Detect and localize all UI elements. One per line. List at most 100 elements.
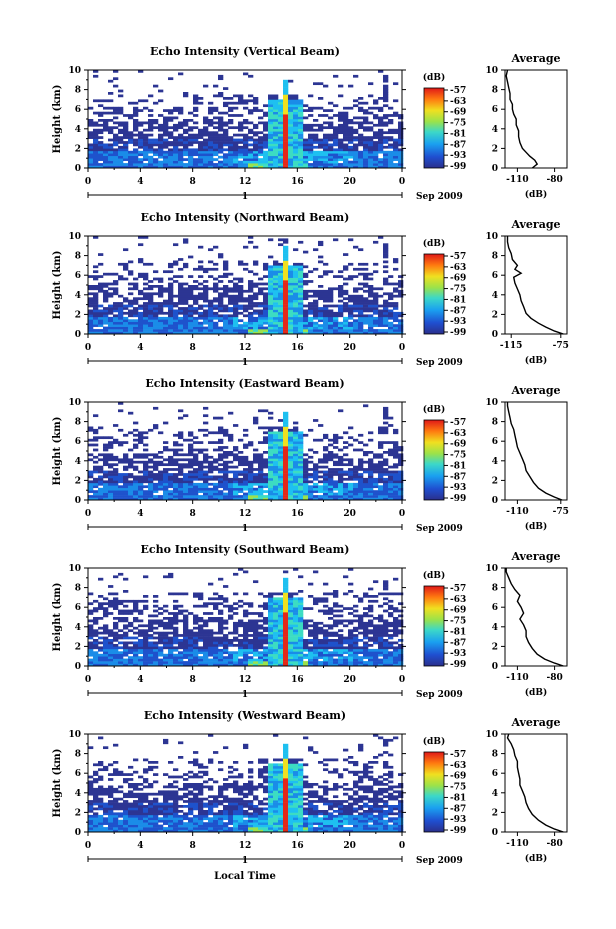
heatmap-cell (358, 304, 364, 308)
heatmap-cell (213, 163, 219, 166)
heatmap-cell (118, 155, 124, 159)
heatmap-cell (158, 307, 164, 310)
heatmap-cell (288, 319, 294, 323)
colorbar-tick-label: -75 (450, 119, 466, 129)
heatmap-cell (238, 141, 244, 144)
heatmap-cell (153, 321, 159, 325)
heatmap-cell (158, 473, 164, 476)
heatmap-cell (253, 475, 259, 479)
heatmap-cell (93, 468, 99, 471)
heatmap-cell (323, 289, 329, 293)
heatmap-cell (283, 639, 289, 642)
heatmap-cell (383, 277, 389, 281)
heatmap-cell (398, 292, 404, 296)
heatmap-cell (253, 153, 259, 157)
heatmap-cell (188, 309, 194, 313)
heatmap-cell (323, 475, 329, 479)
heatmap-cell (93, 443, 99, 447)
heatmap-cell (378, 314, 384, 318)
heatmap-cell (93, 299, 99, 303)
heatmap-cell (113, 329, 119, 332)
heatmap-cell (133, 453, 139, 457)
heatmap-cell (153, 309, 159, 313)
heatmap-cell (288, 297, 294, 301)
heatmap-cell (193, 495, 199, 498)
heatmap-cell (253, 644, 259, 647)
heatmap-cell (118, 480, 124, 484)
heatmap-cell (193, 97, 199, 100)
heatmap-cell (303, 163, 309, 166)
heatmap-cell (368, 294, 374, 298)
heatmap-cell (318, 460, 324, 464)
heatmap-cell (193, 639, 199, 642)
heatmap-cell (98, 490, 104, 493)
heatmap-cell (383, 265, 389, 269)
heatmap-cell (218, 331, 224, 335)
heatmap-cell (268, 299, 274, 303)
heatmap-cell (368, 94, 374, 98)
heatmap-cell (93, 158, 99, 161)
heatmap-cell (118, 619, 124, 623)
heatmap-cell (133, 311, 139, 315)
heatmap-cell (168, 116, 174, 120)
heatmap-cell (343, 482, 349, 486)
heatmap-cell (153, 329, 159, 332)
heatmap-cell (233, 636, 239, 640)
heatmap-cell (113, 84, 119, 88)
heatmap-cell (238, 287, 244, 291)
heatmap-cell (273, 316, 279, 320)
heatmap-cell (218, 609, 224, 613)
heatmap-cell (368, 82, 374, 86)
heatmap-cell (398, 470, 404, 474)
heatmap-cell (283, 94, 289, 98)
heatmap-cell (93, 658, 99, 662)
heatmap-cell (313, 309, 319, 313)
heatmap-cell (153, 424, 159, 427)
heatmap-cell (108, 165, 114, 169)
colorbar-tick-label: -63 (450, 429, 466, 439)
heatmap-cell (358, 475, 364, 479)
heatmap-cell (303, 453, 309, 457)
heatmap-cell (258, 651, 264, 655)
heatmap-cell (233, 141, 239, 144)
heatmap-cell (168, 329, 174, 332)
heatmap-cell (363, 143, 369, 147)
heatmap-cell (398, 497, 404, 501)
heatmap-cell (383, 487, 389, 491)
heatmap-cell (328, 316, 334, 320)
heatmap-cell (188, 639, 194, 642)
heatmap-cell (218, 163, 224, 166)
heatmap-cell (283, 428, 289, 432)
heatmap-cell (248, 634, 254, 637)
heatmap-cell (368, 155, 374, 159)
heatmap-cell (358, 297, 364, 301)
heatmap-cell (103, 299, 109, 303)
heatmap-cell (98, 145, 104, 149)
heatmap-cell (203, 648, 209, 652)
heatmap-cell (298, 443, 304, 447)
heatmap-cell (163, 128, 169, 132)
heatmap-cell (173, 646, 179, 650)
heatmap-cell (163, 324, 169, 327)
heatmap-cell (93, 448, 99, 452)
heatmap-cell (178, 619, 184, 623)
heatmap-cell (243, 304, 249, 308)
heatmap-cell (183, 307, 189, 310)
heatmap-cell (278, 163, 284, 166)
heatmap-cell (398, 477, 404, 481)
heatmap-cell (193, 646, 199, 650)
heatmap-cell (273, 294, 279, 298)
heatmap-cell (128, 160, 134, 164)
heatmap-cell (153, 631, 159, 635)
heatmap-cell (143, 646, 149, 650)
heatmap-cell (278, 426, 284, 430)
heatmap-cell (303, 294, 309, 298)
heatmap-cell (348, 495, 354, 498)
heatmap-cell (128, 411, 134, 415)
heatmap-cell (223, 158, 229, 161)
heatmap-cell (108, 492, 114, 496)
heatmap-cell (193, 490, 199, 493)
heatmap-cell (153, 651, 159, 655)
heatmap-cell (213, 497, 219, 501)
heatmap-cell (273, 275, 279, 278)
